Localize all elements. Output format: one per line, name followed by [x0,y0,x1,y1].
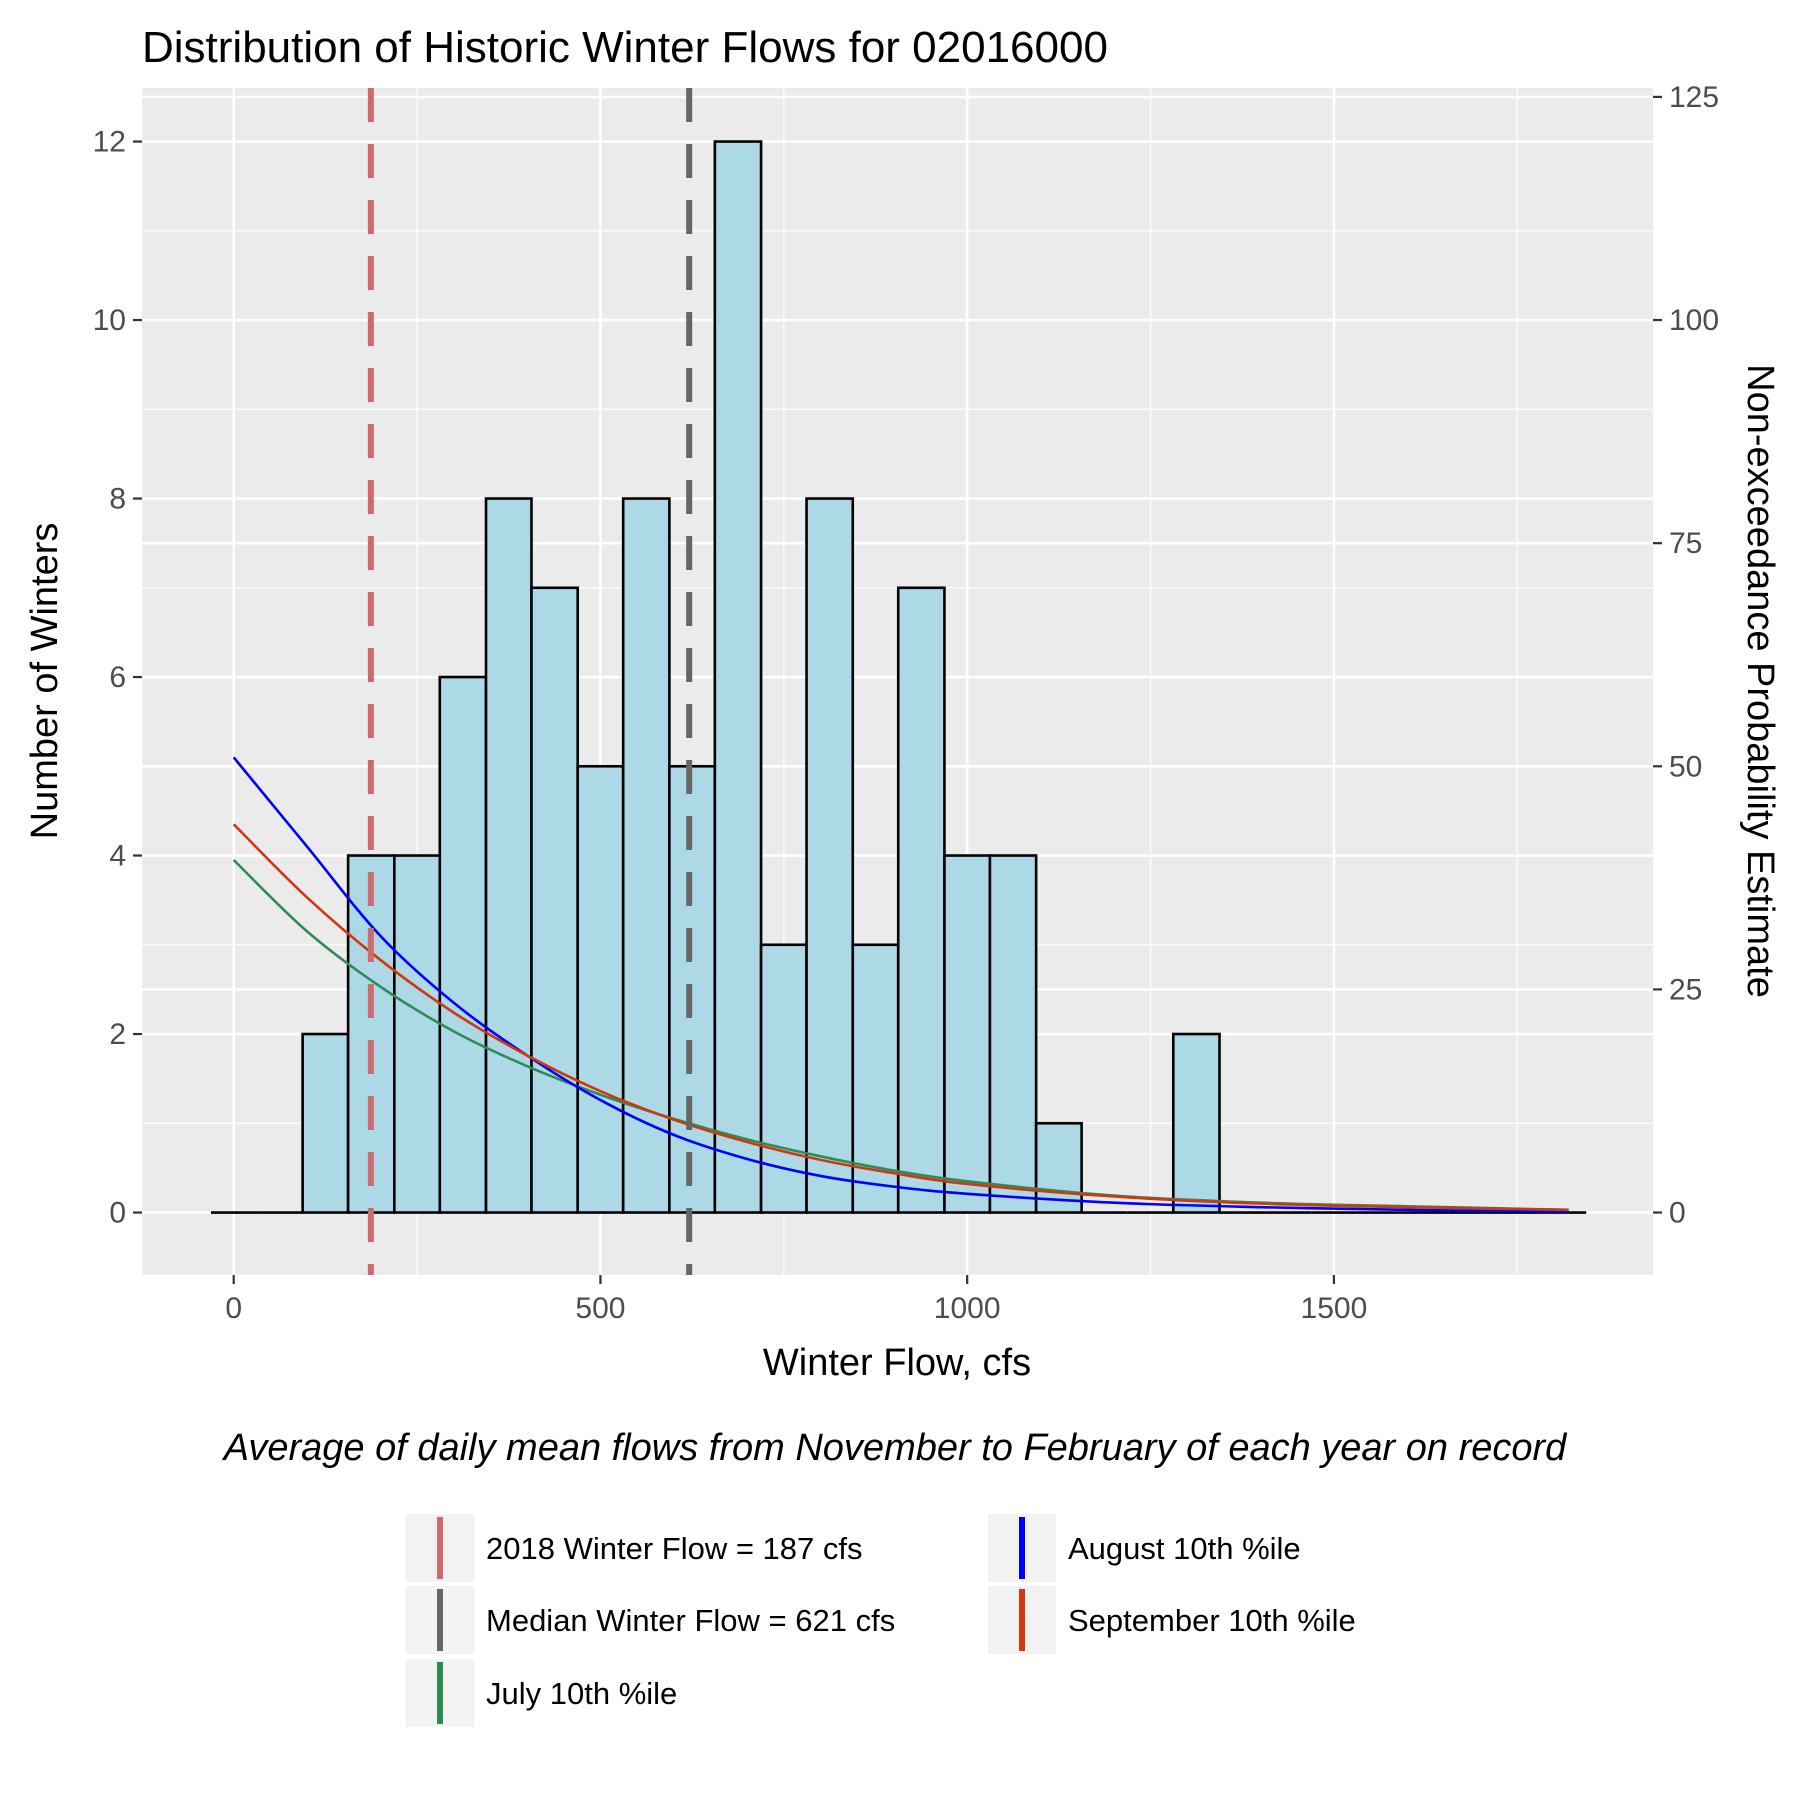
histogram-bar [301,1032,350,1214]
y2-tick-label: 50 [1669,750,1702,783]
y2-tick-label: 25 [1669,973,1702,1006]
histogram-bar [713,140,763,1214]
x-axis-title: Winter Flow, cfs [763,1342,1031,1384]
chart-title: Distribution of Historic Winter Flows fo… [142,23,1108,72]
histogram-bar [943,854,992,1214]
y-tick-label: 8 [109,483,126,516]
curve-september-10th-ile [232,823,1569,1212]
legend-label: 2018 Winter Flow = 187 cfs [486,1531,862,1566]
legend-label: September 10th %ile [1068,1603,1356,1638]
legend: 2018 Winter Flow = 187 cfs Median Winter … [406,1514,1356,1727]
histogram-bar [438,675,488,1214]
x-tick-label: 1000 [934,1292,1001,1325]
legend-label: August 10th %ile [1068,1531,1301,1566]
y-tick-label: 12 [93,126,126,159]
reference-lines [367,88,693,1275]
histogram-bar [576,764,625,1214]
y2-tick-label: 0 [1669,1197,1686,1230]
histogram-bar [484,497,533,1214]
histogram-bar [805,497,855,1214]
histogram-bar [1171,1032,1221,1214]
curve-august-10th-ile [232,756,1569,1213]
histogram-bar [530,586,579,1214]
x-tick-label: 500 [575,1292,625,1325]
y2-tick-label: 100 [1669,304,1719,337]
histogram-bar [988,854,1038,1214]
legend-label: July 10th %ile [486,1676,677,1711]
y-tick-label: 6 [109,661,126,694]
y-axis-title: Number of Winters [24,523,66,840]
x-tick-label: 0 [225,1292,242,1325]
histogram-bar [896,586,946,1214]
y-tick-label: 2 [109,1018,126,1051]
x-tick-label: 1500 [1301,1292,1368,1325]
y2-tick-label: 75 [1669,527,1702,560]
x-axis: 0 500 1000 1500 [225,1275,1367,1325]
y-tick-label: 4 [109,840,126,873]
histogram-bar [393,854,442,1214]
y-axis-right: 0 25 50 75 100 125 [1653,81,1719,1230]
y2-axis-title: Non-exceedance Probability Estimate [1739,364,1781,998]
y2-tick-label: 125 [1669,81,1719,114]
probability-curves [232,756,1569,1213]
caption: Average of daily mean flows from Novembe… [222,1427,1568,1469]
histogram-bars [210,140,1587,1214]
y-tick-label: 0 [109,1197,126,1230]
legend-label: Median Winter Flow = 621 cfs [486,1603,895,1638]
histogram-bar [621,497,671,1214]
y-axis-left: 0 2 4 6 8 10 12 [93,126,142,1230]
y-tick-label: 10 [93,304,126,337]
